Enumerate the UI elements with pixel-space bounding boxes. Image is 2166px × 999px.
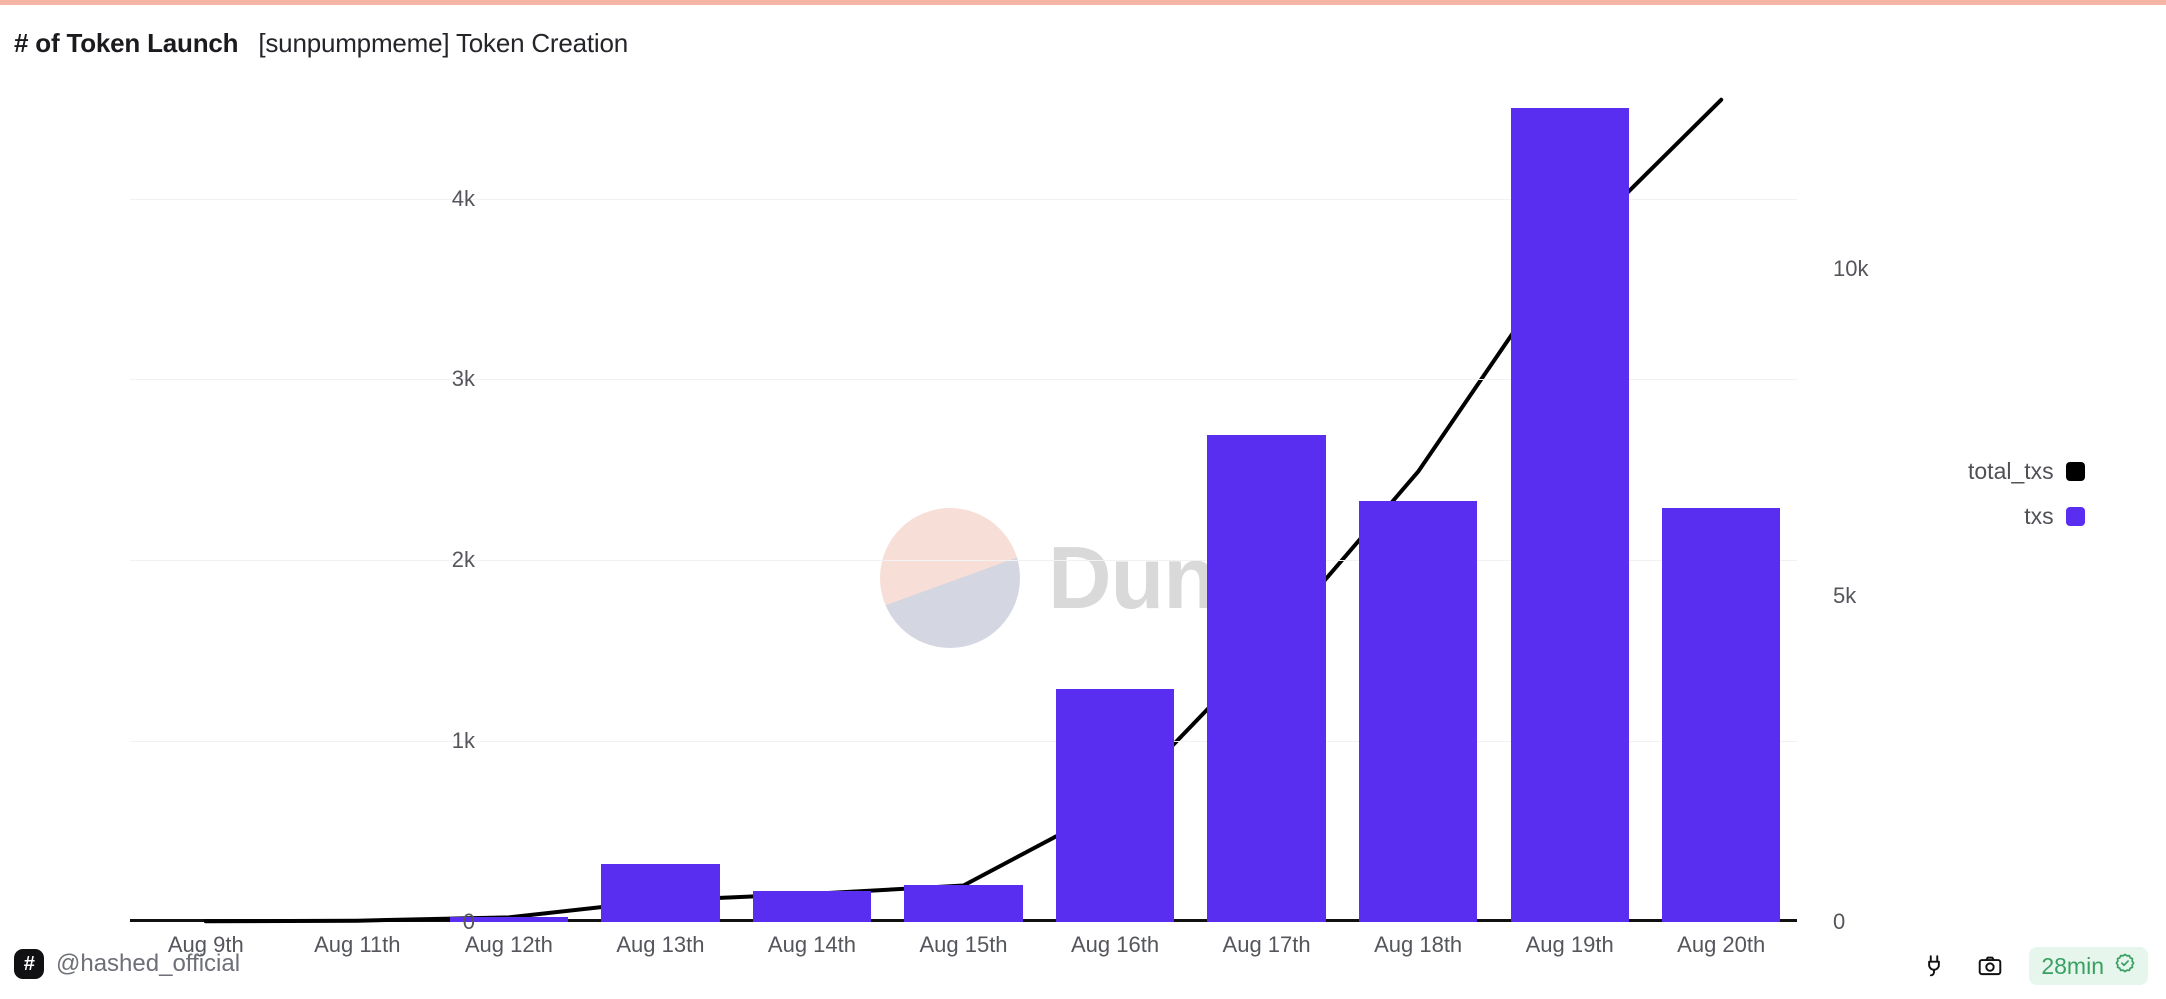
camera-icon[interactable] bbox=[1973, 949, 2007, 983]
bar[interactable] bbox=[1055, 688, 1175, 922]
bar[interactable] bbox=[1510, 108, 1629, 922]
x-axis-tick-label: Aug 17th bbox=[1222, 932, 1311, 957]
y-axis-right-tick-label: 0 bbox=[1833, 909, 1846, 934]
bar[interactable] bbox=[752, 891, 872, 922]
legend-label: txs bbox=[2024, 503, 2054, 529]
plug-icon[interactable] bbox=[1917, 949, 1951, 983]
legend-item-total-txs[interactable]: total_txs bbox=[1968, 458, 2085, 485]
gridline bbox=[130, 741, 1797, 743]
y-axis-left-tick-label: 2k bbox=[451, 547, 475, 573]
footer-bar: # @hashed_official 28min bbox=[0, 937, 2166, 999]
chart-container: Dune 0 1k 2k 3k 4k 0 5k 10k Aug 9th Aug 11th Aug… bbox=[0, 70, 2166, 957]
x-axis-tick-label: Aug 20th bbox=[1677, 932, 1766, 957]
legend-swatch-icon bbox=[2065, 507, 2085, 526]
page-title: # of Token Launch bbox=[14, 28, 239, 58]
accent-top-rule bbox=[0, 0, 2166, 5]
bar[interactable] bbox=[1207, 435, 1326, 922]
bar[interactable] bbox=[449, 917, 568, 922]
legend-item-txs[interactable]: txs bbox=[2024, 503, 2085, 530]
y-axis-left-tick-label: 0 bbox=[462, 909, 475, 934]
x-axis-tick-label: Aug 13th bbox=[616, 932, 705, 957]
gridline bbox=[130, 379, 1797, 381]
footer-actions: 28min bbox=[1917, 947, 2148, 985]
bar[interactable] bbox=[904, 884, 1023, 922]
bar[interactable] bbox=[601, 864, 720, 922]
plot-area bbox=[130, 90, 1797, 922]
author-handle[interactable]: @hashed_official bbox=[56, 950, 241, 977]
page-subtitle: [sunpumpmeme] Token Creation bbox=[258, 28, 629, 58]
y-axis-right-tick-label: 10k bbox=[1833, 256, 1869, 282]
x-axis-tick-label: Aug 12th bbox=[464, 932, 553, 957]
x-axis-tick-label: Aug 18th bbox=[1374, 932, 1463, 957]
x-axis-tick-label: Aug 11th bbox=[314, 932, 401, 957]
y-axis-left-tick-label: 1k bbox=[451, 728, 475, 754]
x-axis-tick-label: Aug 16th bbox=[1070, 932, 1160, 957]
y-axis-left-tick-label: 3k bbox=[451, 366, 475, 392]
x-axis-tick-label: Aug 15th bbox=[919, 932, 1008, 957]
legend-label: total_txs bbox=[1968, 458, 2054, 484]
gridline bbox=[130, 560, 1797, 562]
bar[interactable] bbox=[1662, 507, 1781, 922]
x-axis-tick-label: Aug 9th bbox=[167, 932, 244, 957]
x-axis-tick-label: Aug 14th bbox=[767, 932, 856, 957]
y-axis-left-tick-label: 4k bbox=[451, 185, 475, 211]
bar[interactable] bbox=[1359, 500, 1478, 922]
chart-title-row: # of Token Launch [sunpumpmeme] Token Cr… bbox=[14, 28, 628, 59]
gridline bbox=[130, 198, 1797, 200]
legend-swatch-icon bbox=[2065, 462, 2085, 481]
hashed-logo-icon: # bbox=[14, 949, 44, 979]
refresh-time-label: 28min bbox=[2041, 952, 2104, 979]
refresh-status-badge[interactable]: 28min bbox=[2029, 947, 2148, 985]
x-axis-tick-label: Aug 19th bbox=[1525, 932, 1614, 957]
y-axis-right-tick-label: 5k bbox=[1833, 582, 1857, 608]
verified-check-icon bbox=[2114, 952, 2136, 980]
chart-legend: total_txs txs bbox=[1968, 458, 2085, 530]
footer-attribution: # @hashed_official bbox=[14, 949, 240, 979]
